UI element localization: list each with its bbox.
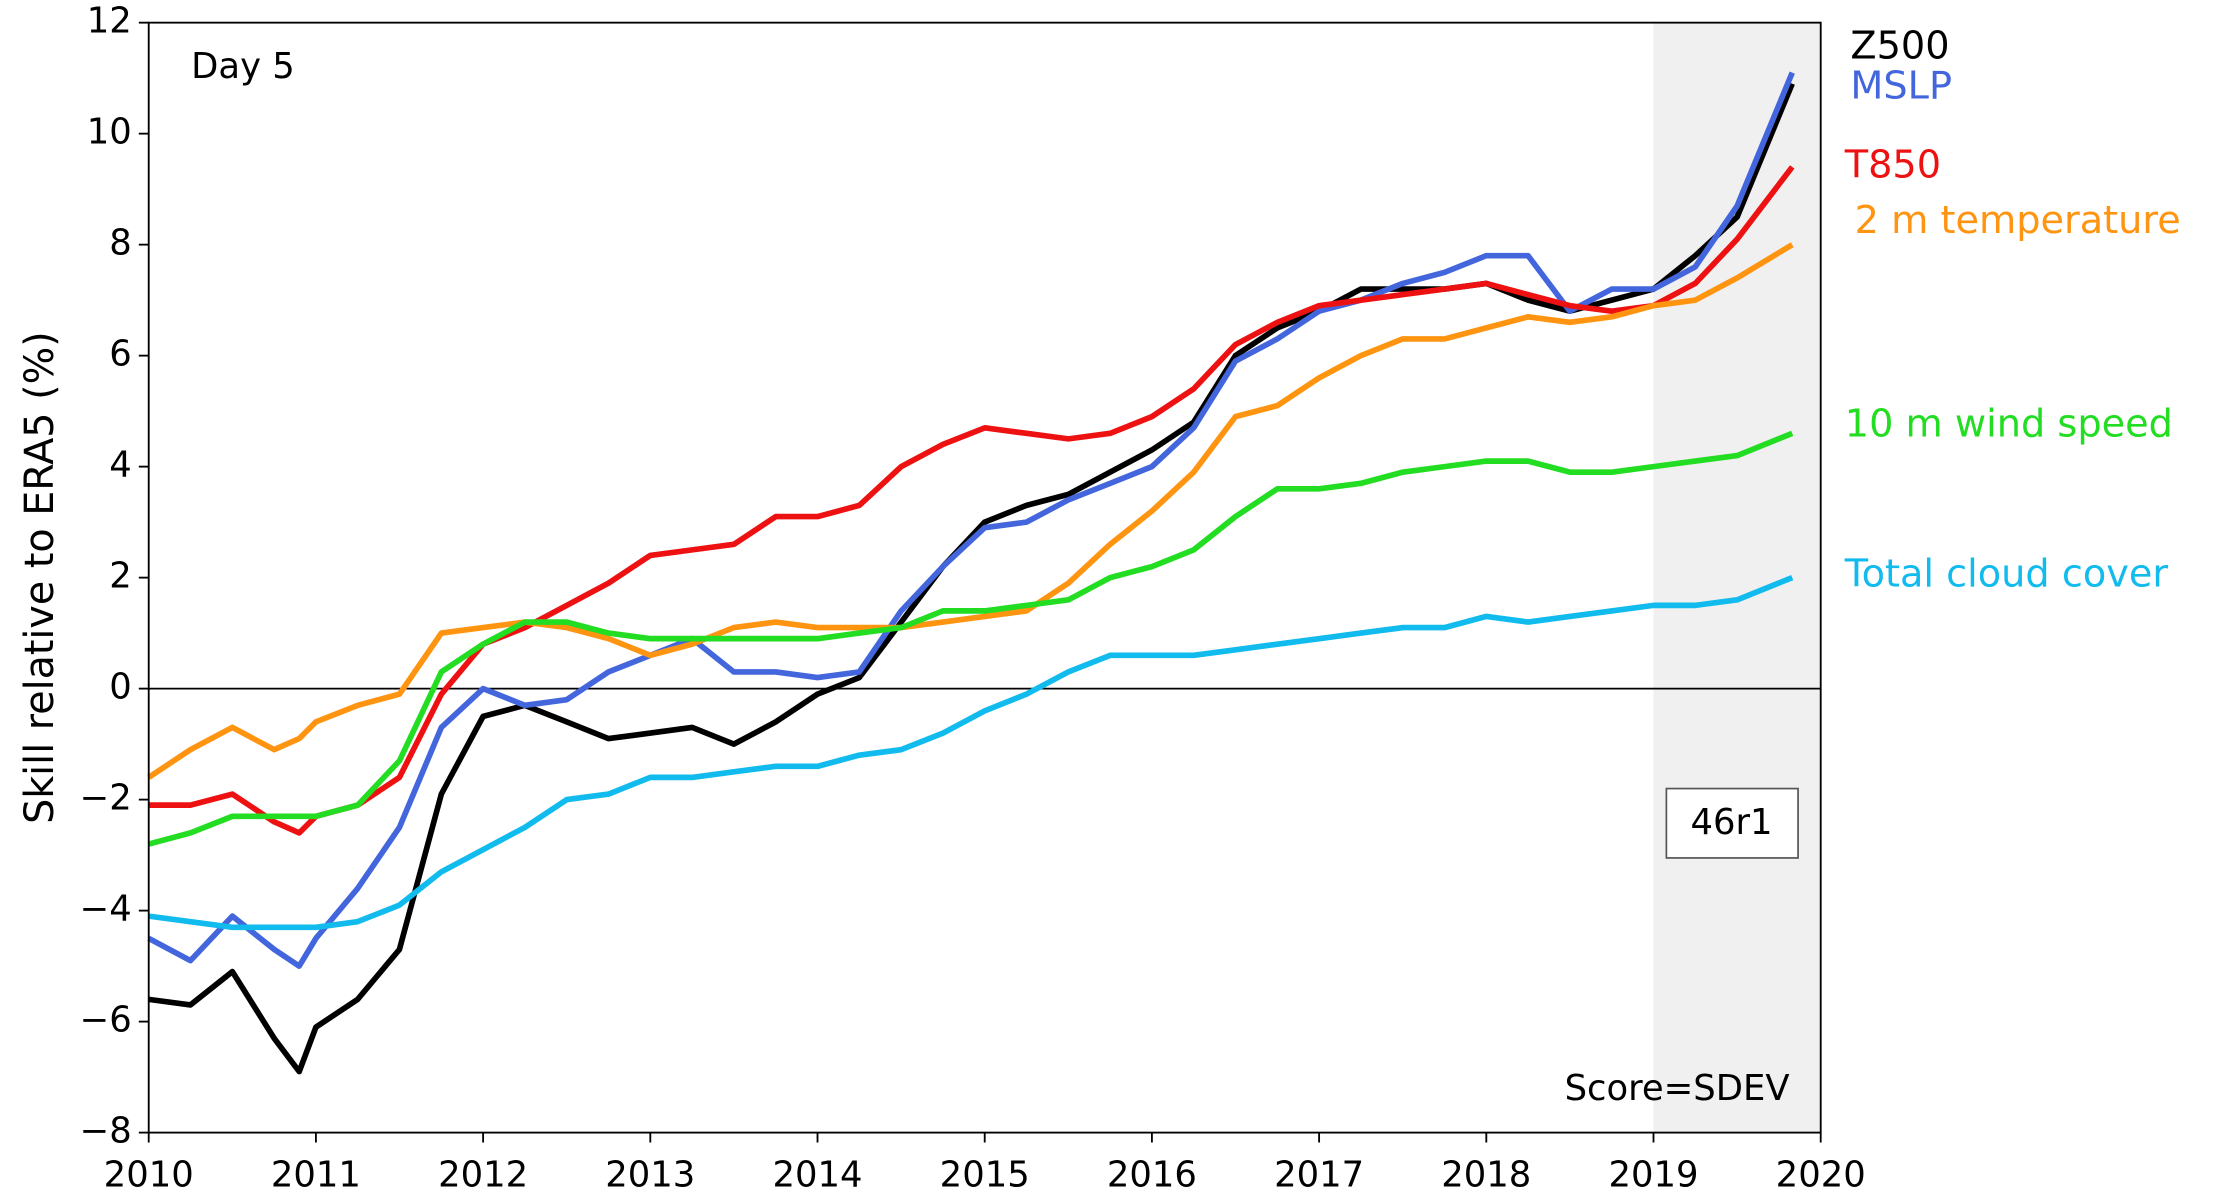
- x-tick-label: 2012: [438, 1154, 528, 1195]
- y-tick-label: 4: [109, 445, 132, 486]
- x-tick-label: 2015: [940, 1154, 1030, 1195]
- y-tick-label: 6: [109, 334, 132, 375]
- x-tick-label: 2019: [1608, 1154, 1698, 1195]
- series-line: [147, 430, 1794, 847]
- series-line: [147, 242, 1794, 780]
- shaded-region: [1653, 22, 1821, 1133]
- x-tick-label: 2017: [1274, 1154, 1364, 1195]
- x-tick-label: 2011: [271, 1154, 361, 1195]
- x-tick-label: 2014: [772, 1154, 862, 1195]
- plot-frame: [147, 21, 1822, 1134]
- x-tick-label: 2020: [1776, 1154, 1866, 1195]
- annotation: Day 5: [191, 46, 295, 87]
- y-tick-label: 2: [109, 556, 132, 597]
- annotation-box: [1665, 787, 1799, 859]
- legend-label: Total cloud cover: [1844, 553, 2169, 597]
- legend-label: 2 m temperature: [1855, 199, 2181, 243]
- series-line: [148, 82, 1795, 1075]
- y-tick-label: 0: [109, 667, 132, 708]
- legend-label: T850: [1844, 144, 1941, 188]
- series-line: [148, 165, 1795, 836]
- series-line: [148, 574, 1794, 931]
- legend-label: MSLP: [1850, 64, 1952, 108]
- y-tick-label: 10: [87, 112, 132, 153]
- y-tick-label: 8: [109, 223, 132, 264]
- x-tick-label: 2013: [605, 1154, 695, 1195]
- y-tick-label: −6: [80, 1000, 132, 1041]
- y-tick-label: −2: [80, 778, 132, 819]
- series-line: [147, 71, 1795, 969]
- annotation: Score=SDEV: [1565, 1068, 1790, 1109]
- annotation: 46r1: [1690, 802, 1772, 843]
- legend-label: 10 m wind speed: [1845, 403, 2173, 447]
- y-tick-label: −8: [80, 1111, 132, 1152]
- y-tick-label: 12: [87, 1, 132, 42]
- x-tick-label: 2016: [1107, 1154, 1197, 1195]
- x-tick-label: 2018: [1441, 1154, 1531, 1195]
- y-axis-label: Skill relative to ERA5 (%): [17, 331, 63, 824]
- legend-label: Z500: [1850, 25, 1949, 69]
- x-tick-label: 2010: [104, 1154, 194, 1195]
- y-tick-label: −4: [80, 889, 132, 930]
